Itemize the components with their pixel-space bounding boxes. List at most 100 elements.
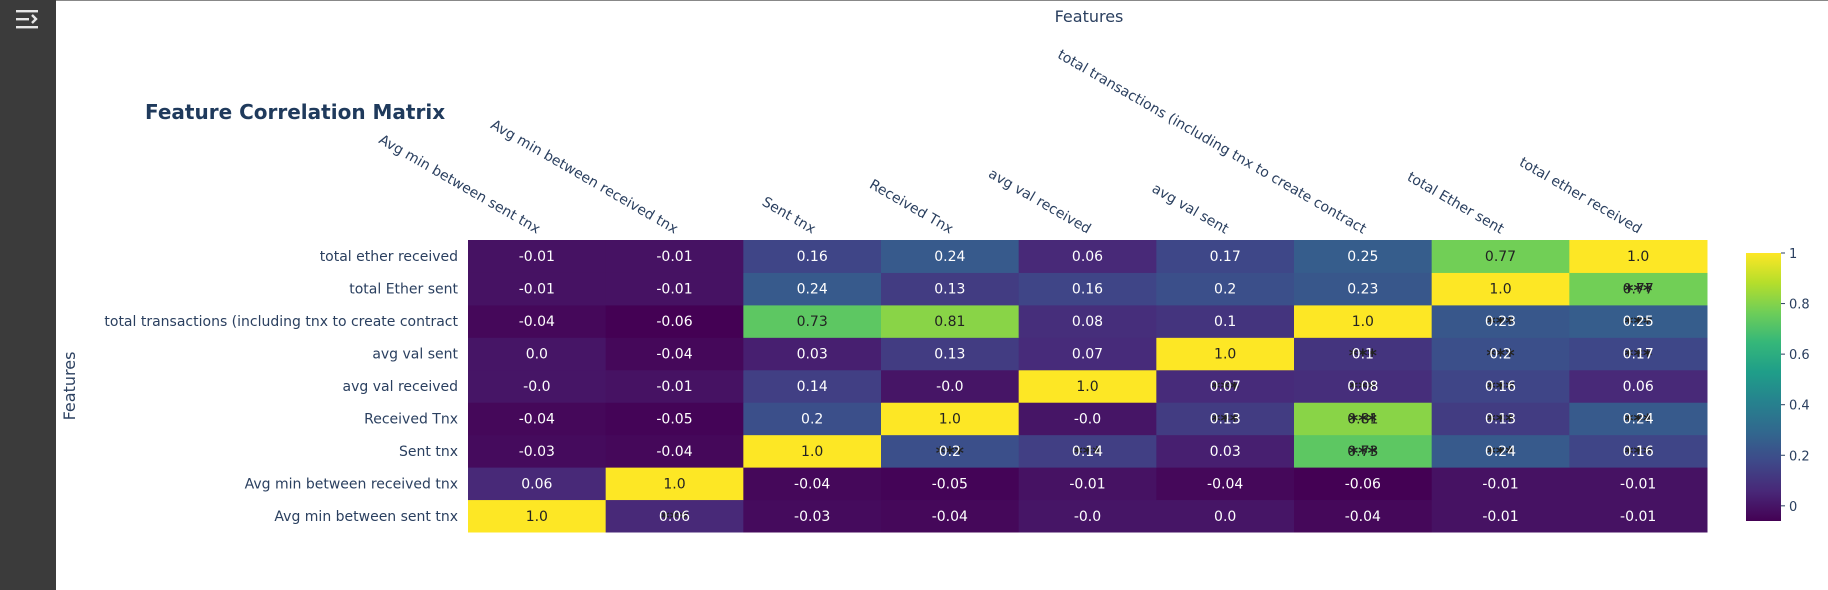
cell-value-label: -0.04 — [794, 476, 830, 492]
significance-marker: *** — [1624, 410, 1653, 431]
heatmap-cell — [1569, 272, 1708, 306]
significance-marker: *** — [1486, 378, 1515, 399]
heatmap-cell — [743, 272, 882, 306]
heatmap-cell — [743, 434, 882, 468]
significance-marker: *** — [1349, 443, 1378, 464]
cell-value-label: 0.06 — [659, 509, 690, 525]
cell-value-label: -0.0 — [1074, 411, 1101, 427]
heatmap-cell — [1569, 402, 1708, 436]
x-tick-label: total Ether sent — [1404, 169, 1507, 237]
cell-value-label: 0.1 — [1214, 314, 1236, 330]
cell-value-label: 1.0 — [801, 444, 823, 460]
colorbar-tick-label: 0.4 — [1789, 399, 1810, 414]
heatmap-cell — [1156, 402, 1295, 436]
heatmap-cell — [468, 499, 607, 533]
heatmap-cell — [605, 369, 744, 403]
heatmap-cell — [1431, 304, 1570, 338]
heatmap-cells — [468, 240, 1708, 533]
heatmap-cell — [605, 467, 744, 501]
cell-value-label: -0.01 — [656, 282, 692, 298]
heatmap-cell — [1569, 304, 1708, 338]
colorbar-gradient — [1746, 253, 1781, 521]
heatmap-cell — [881, 402, 1020, 436]
heatmap-cell — [743, 337, 882, 371]
cell-value-label: 1.0 — [1352, 314, 1374, 330]
x-tick-label: avg val received — [986, 166, 1094, 238]
cell-value-label: 0.16 — [797, 249, 828, 265]
cell-value-label: 0.08 — [1347, 379, 1378, 395]
cell-value-label: -0.01 — [1482, 509, 1518, 525]
significance-markers: *** *** *** *** *** *** *** *** *** *** *** *** *** *… — [660, 281, 1652, 529]
heatmap-cell — [1294, 434, 1433, 468]
significance-marker: *** — [1624, 281, 1653, 302]
cell-value-label: 0.06 — [1072, 249, 1103, 265]
cell-value-label: 0.06 — [521, 476, 552, 492]
cell-value-label: 0.07 — [1210, 379, 1241, 395]
cell-value-label: -0.01 — [1620, 476, 1656, 492]
heatmap-cell — [468, 272, 607, 306]
heatmap-cell — [1156, 240, 1295, 273]
cell-value-label: -0.01 — [1482, 476, 1518, 492]
cell-value-label: 0.08 — [1072, 314, 1103, 330]
cell-value-label: -0.01 — [1620, 509, 1656, 525]
heatmap-cell — [1294, 240, 1433, 273]
heatmap-cell — [743, 240, 882, 273]
heatmap-cell — [468, 240, 607, 273]
heatmap-cell — [605, 337, 744, 371]
x-tick-label: Received Tnx — [867, 177, 956, 238]
y-tick-label: Received Tnx — [364, 411, 458, 427]
cell-value-label: 0.24 — [797, 282, 828, 298]
cell-value-label: 0.77 — [1623, 282, 1654, 298]
cell-value-label: 0.14 — [1072, 444, 1103, 460]
heatmap-cell — [1431, 402, 1570, 436]
heatmap-cell — [1018, 402, 1157, 436]
colorbar-tick-label: 1 — [1789, 247, 1797, 262]
cell-value-label: -0.01 — [656, 379, 692, 395]
cell-value-label: -0.03 — [519, 444, 555, 460]
heatmap-cell — [1431, 467, 1570, 501]
heatmap-cell — [1431, 369, 1570, 403]
sidebar — [0, 0, 56, 590]
heatmap-cell — [881, 499, 1020, 533]
heatmap-cell — [468, 434, 607, 468]
cell-value-label: 0.2 — [1489, 347, 1511, 363]
cell-value-label: 0.24 — [934, 249, 965, 265]
cell-value-label: 0.23 — [1347, 282, 1378, 298]
heatmap-cell — [743, 499, 882, 533]
x-tick-label: avg val sent — [1149, 181, 1232, 238]
cell-value-label: -0.06 — [1345, 476, 1381, 492]
cell-value-label: 0.17 — [1623, 347, 1654, 363]
heatmap-cell — [605, 272, 744, 306]
significance-marker: *** — [1486, 410, 1515, 431]
cell-value-label: -0.05 — [932, 476, 968, 492]
significance-marker: *** — [660, 508, 689, 529]
y-tick-labels: Avg min between sent tnx Avg min between … — [104, 249, 458, 525]
cell-value-label: -0.0 — [936, 379, 963, 395]
x-axis-title: Features — [1055, 7, 1124, 26]
y-tick-label: Avg min between received tnx — [245, 476, 458, 492]
cell-value-label: 0.13 — [934, 282, 965, 298]
cell-value-label: -0.01 — [519, 282, 555, 298]
heatmap-cell — [1294, 337, 1433, 371]
significance-marker: *** — [1486, 443, 1515, 464]
cell-value-label: 0.1 — [1352, 347, 1374, 363]
heatmap-cell — [1431, 337, 1570, 371]
cell-value-label: -0.04 — [519, 314, 555, 330]
panel-expand-icon[interactable] — [14, 8, 42, 30]
cell-value-label: 0.13 — [934, 347, 965, 363]
heatmap-cell — [1156, 434, 1295, 468]
heatmap-cell — [881, 369, 1020, 403]
cell-value-label: 0.24 — [1623, 411, 1654, 427]
cell-value-label: 1.0 — [663, 476, 685, 492]
cell-value-label: 1.0 — [1076, 379, 1098, 395]
cell-value-label: 0.16 — [1623, 444, 1654, 460]
cell-value-label: 0.77 — [1485, 249, 1516, 265]
heatmap-cell — [1294, 272, 1433, 306]
heatmap-cell — [605, 434, 744, 468]
cell-value-label: -0.06 — [656, 314, 692, 330]
cell-value-label: 1.0 — [939, 411, 961, 427]
cell-value-label: -0.01 — [656, 249, 692, 265]
cell-value-label: 1.0 — [1214, 347, 1236, 363]
heatmap-cell — [468, 337, 607, 371]
heatmap-cell — [468, 467, 607, 501]
